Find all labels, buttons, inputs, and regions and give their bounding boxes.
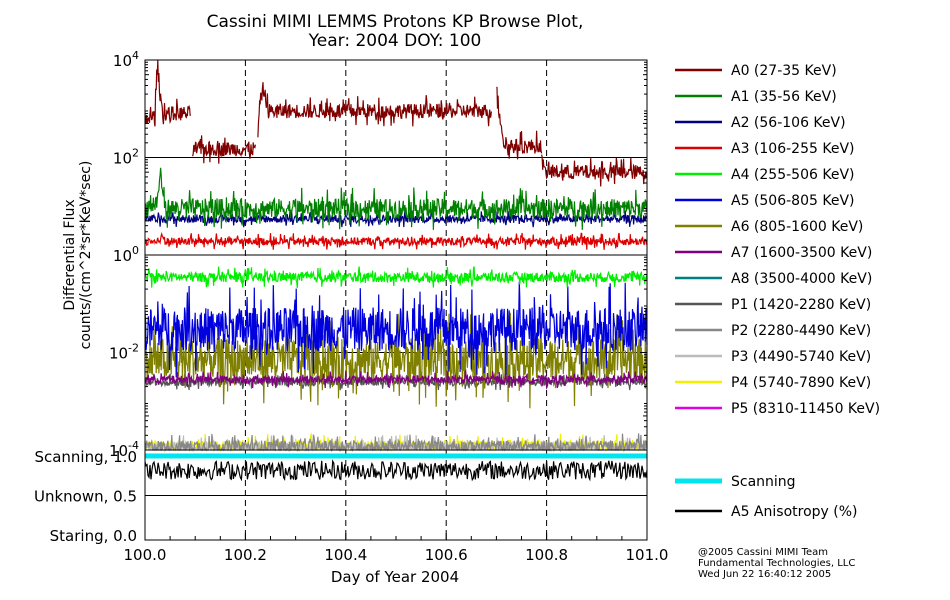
y-tick-label: 102	[113, 147, 139, 168]
legend-label: Scanning	[731, 474, 796, 490]
x-tick-label: 100.6	[425, 546, 468, 564]
y-tick-label: 104	[113, 49, 139, 70]
y-tick-label: 10-2	[109, 342, 139, 363]
series-a0-line	[192, 135, 256, 164]
x-tick-label: 100.4	[324, 546, 367, 564]
legend-label: A5 Anisotropy (%)	[731, 504, 858, 520]
legend-label: A3 (106-255 KeV)	[731, 141, 854, 157]
x-tick-label: 100.2	[224, 546, 267, 564]
chart-title: Cassini MIMI LEMMS Protons KP Browse Plo…	[207, 12, 584, 32]
scan-panel: Scanning, 1.0 Unknown, 0.5 Staring, 0.0 10…	[34, 448, 669, 564]
y-tick-label: 10-4	[109, 439, 139, 460]
legend-label: A1 (35-56 KeV)	[731, 89, 837, 105]
legend-label: A6 (805-1600 KeV)	[731, 219, 863, 235]
series-a7-line	[145, 369, 648, 390]
legend: A0 (27-35 KeV) A1 (35-56 KeV) A2 (56-106 K…	[675, 63, 880, 417]
y-axis-label-units: counts/(cm^2*sr*KeV*sec)	[78, 161, 94, 350]
series-a0-line	[541, 154, 648, 187]
legend-label: A5 (506-805 KeV)	[731, 193, 854, 209]
legend-label: A2 (56-106 KeV)	[731, 115, 846, 131]
series-a0-line	[496, 86, 543, 160]
legend-label: P3 (4490-5740 KeV)	[731, 349, 871, 365]
flux-panel: 104 102 100 10-2 10-4	[109, 49, 648, 460]
legend-label: P2 (2280-4490 KeV)	[731, 323, 871, 339]
legend-label: A8 (3500-4000 KeV)	[731, 271, 872, 287]
x-tick-label: 101.0	[626, 546, 669, 564]
scan-y-tick-label: Scanning, 1.0	[34, 448, 137, 466]
legend-label: P4 (5740-7890 KeV)	[731, 375, 871, 391]
footer-date: Wed Jun 22 16:40:12 2005	[698, 569, 831, 580]
scan-y-tick-label: Staring, 0.0	[50, 527, 137, 545]
legend-label: A7 (1600-3500 KeV)	[731, 245, 872, 261]
footer-credit: @2005 Cassini MIMI Team	[698, 547, 828, 558]
scan-y-tick-label: Unknown, 0.5	[34, 488, 137, 506]
footer-org: Fundamental Technologies, LLC	[698, 558, 855, 569]
x-axis-label: Day of Year 2004	[331, 568, 459, 586]
lower-legend: Scanning A5 Anisotropy (%)	[675, 474, 858, 520]
x-tick-label: 100.0	[124, 546, 167, 564]
y-axis-label: Differential Flux	[62, 199, 78, 310]
series-a5-line	[144, 281, 648, 378]
series-a0-line	[144, 59, 191, 127]
x-tick-label: 100.8	[525, 546, 568, 564]
y-tick-label: 100	[113, 244, 139, 265]
legend-label: A0 (27-35 KeV)	[731, 63, 837, 79]
anisotropy-line	[144, 459, 648, 482]
series-a1-line	[144, 167, 648, 230]
chart-subtitle: Year: 2004 DOY: 100	[308, 31, 482, 51]
legend-label: P1 (1420-2280 KeV)	[731, 297, 871, 313]
legend-label: A4 (255-506 KeV)	[731, 167, 854, 183]
series-a3-line	[144, 231, 648, 250]
series-a0-line	[257, 82, 492, 138]
series-a4-line	[144, 266, 648, 288]
legend-label: P5 (8310-11450 KeV)	[731, 401, 880, 417]
